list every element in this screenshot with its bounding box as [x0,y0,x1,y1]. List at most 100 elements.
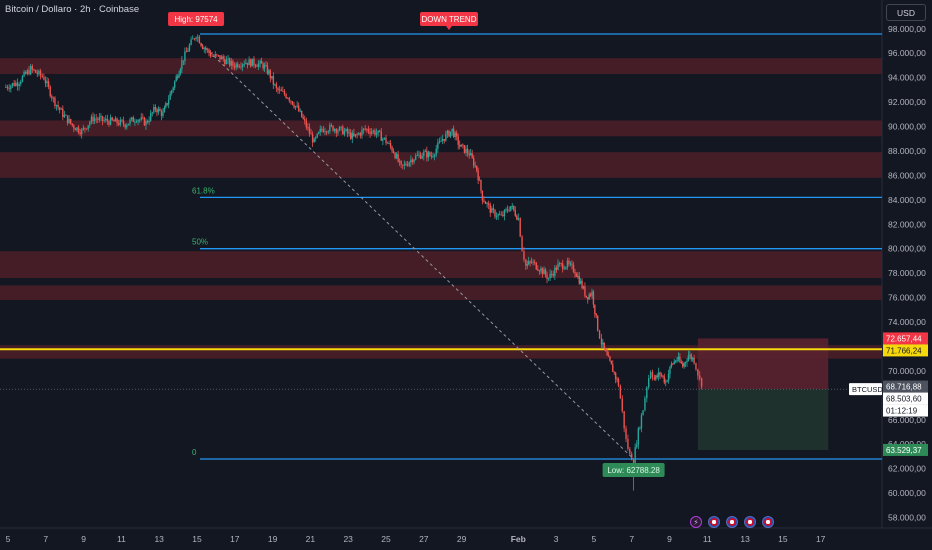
candle-body [667,373,670,381]
candle-body [535,262,537,270]
candle-body [260,60,263,64]
candle-body [6,86,9,89]
x-tick-label: 15 [192,534,202,544]
x-tick-label: 27 [419,534,429,544]
candle-body [655,375,657,380]
candle-body [663,376,666,383]
candle-body [179,69,182,74]
candle-body [34,70,37,73]
candle-body [116,118,118,124]
candle-body [481,190,484,201]
candle-body [585,295,588,298]
candle-body [195,37,197,39]
candle-body [5,86,7,88]
candle-body [57,105,59,108]
candle-body [563,268,565,270]
candle-body [293,104,295,108]
candle-body [318,131,320,134]
candle-body [55,105,58,107]
stop-loss-zone [697,338,829,390]
candle-body [272,76,275,85]
candle-body [16,82,19,87]
candle-body [621,398,623,412]
candle-body [103,120,105,121]
x-tick-label: 21 [306,534,316,544]
candle-body [178,73,180,78]
candle-body [243,63,245,65]
candle-body [468,153,470,156]
y-tick-label: 62.000,00 [888,464,926,474]
candle-body [285,94,287,98]
candle-body [546,274,548,279]
candle-body [699,375,701,379]
candle-body [170,90,173,94]
y-tick-label: 88.000,00 [888,146,926,156]
price-tag [883,332,928,345]
candle-body [483,200,485,202]
candle-body [574,271,576,274]
candle-body [427,152,430,158]
candle-body [394,152,396,159]
candle-body [389,142,392,147]
candle-body [211,55,213,57]
x-tick-label: 5 [592,534,597,544]
symbol-title[interactable]: Bitcoin / Dollaro · 2h · Coinbase [5,4,140,15]
candle-body [680,361,683,364]
candle-body [184,51,186,62]
supply-zone [0,58,882,75]
us-flag-event-icon[interactable] [708,516,720,528]
candle-body [517,217,519,220]
candle-body [418,154,420,156]
candle-body [497,214,499,217]
high-label-box [168,12,225,26]
candle-body [530,261,533,263]
candle-body [562,263,564,270]
candle-body [29,66,32,75]
us-flag-event-icon[interactable] [762,516,774,528]
candle-body [372,130,375,132]
candle-body [499,214,501,216]
us-flag-event-icon[interactable] [726,516,738,528]
candle-body [398,160,401,162]
candle-body [25,71,27,74]
candle-body [257,63,260,67]
price-tag-label: 71.766,24 [886,346,922,355]
candle-body [374,130,376,135]
us-flag-event-icon[interactable] [744,516,756,528]
candle-body [15,82,17,86]
candle-body [676,359,678,362]
candle-body [472,157,475,166]
x-tick-label: 17 [230,534,240,544]
candle-body [550,273,553,275]
candle-body [684,362,687,364]
flash-event-icon[interactable]: ⚡ [690,516,702,528]
candle-body [400,160,402,165]
candle-body [114,118,117,122]
candle-body [214,54,216,57]
candle-body [203,48,205,50]
candle-body [438,141,441,143]
candle-body [346,129,349,134]
candle-body [101,116,104,121]
candle-body [416,155,419,156]
candle-body [366,128,368,130]
candle-body [581,280,583,289]
candle-body [689,354,691,356]
price-tag-label: 68.503,60 [886,395,922,404]
currency-button[interactable]: USD [886,4,926,21]
candle-body [358,133,360,135]
candle-body [462,144,464,146]
price-tag [883,404,928,417]
candle-body [656,375,658,377]
candle-body [227,58,229,60]
candle-body [569,263,572,265]
candle-body [163,107,166,113]
candle-body [187,50,189,52]
candle-body [356,134,358,136]
candle-body [432,156,434,158]
candle-body [454,132,456,137]
candle-body [20,81,22,84]
candle-body [527,261,530,265]
candle-body [486,203,488,205]
